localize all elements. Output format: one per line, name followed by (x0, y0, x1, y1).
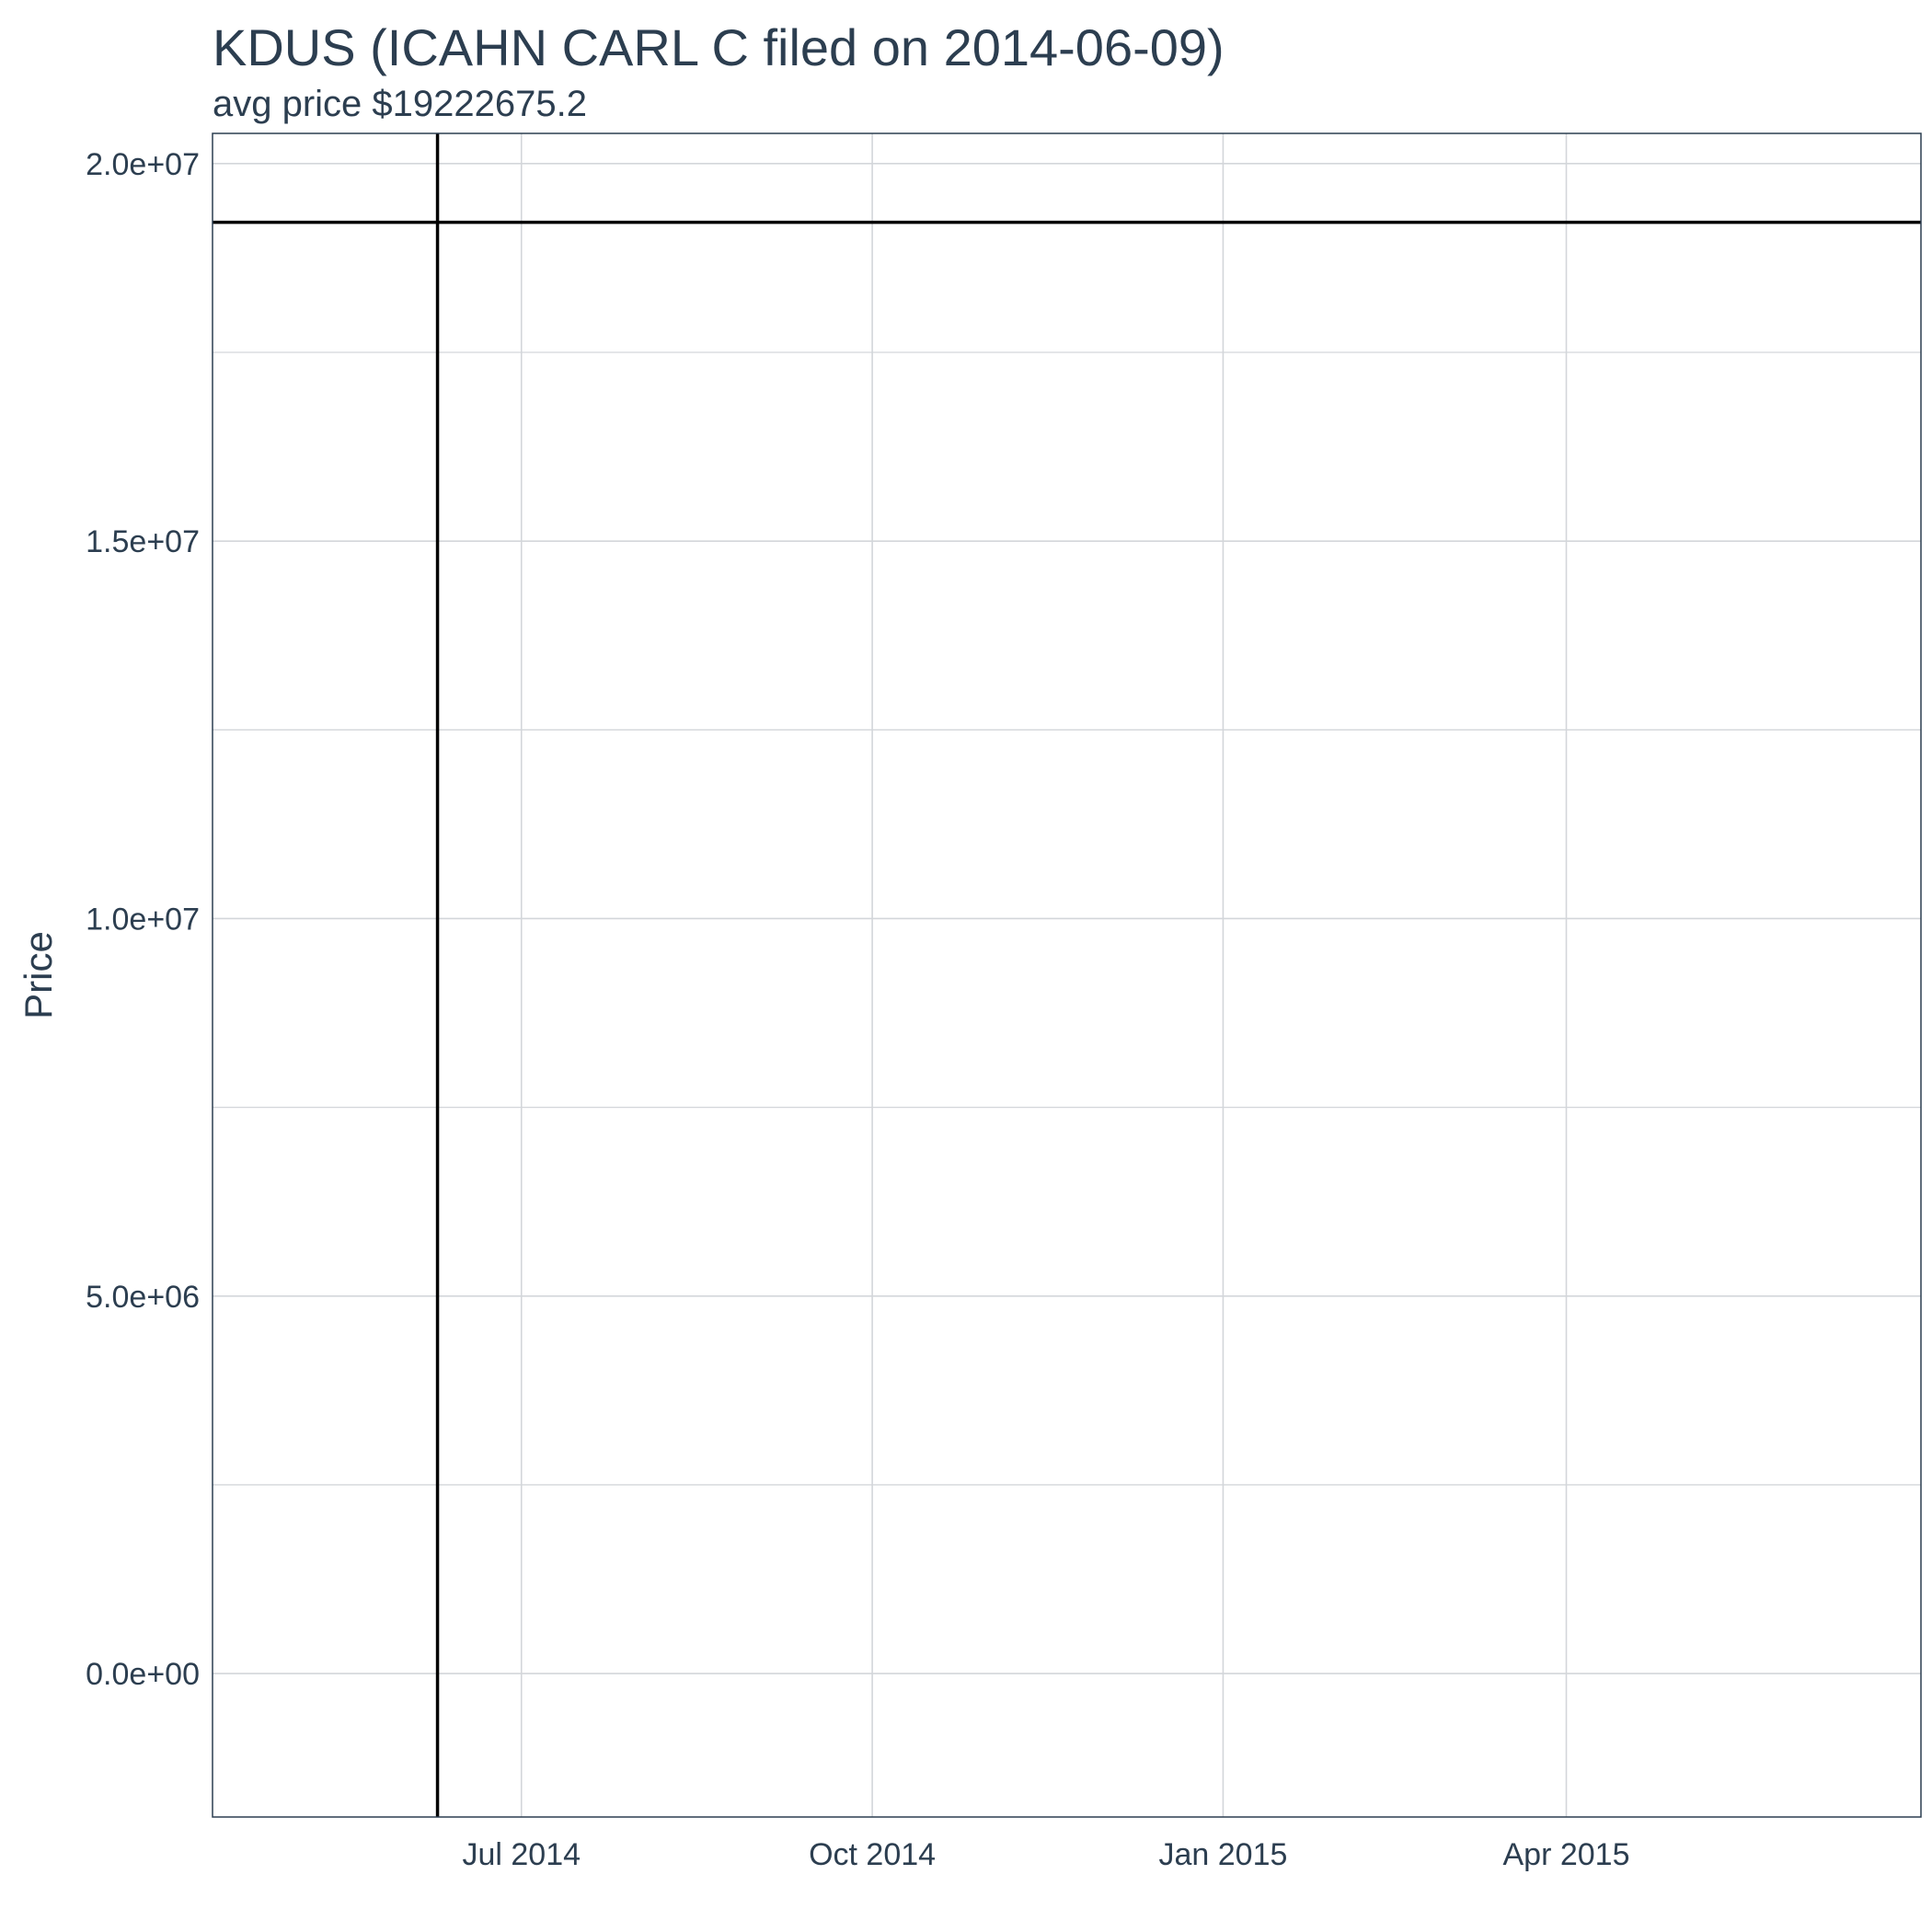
minor-gridlines (213, 351, 1921, 1486)
chart-subtitle: avg price $19222675.2 (213, 84, 587, 124)
y-tick-label: 0.0e+00 (86, 1657, 200, 1692)
x-tick-label: Jul 2014 (462, 1837, 581, 1872)
y-tick-label: 1.5e+07 (86, 524, 200, 559)
reference-lines (213, 133, 1921, 1817)
y-tick-label: 5.0e+06 (86, 1280, 200, 1315)
x-tick-label: Oct 2014 (809, 1837, 936, 1872)
panel-border (212, 132, 1922, 1818)
y-axis-title: Price (17, 931, 60, 1019)
y-tick-labels: 0.0e+00 5.0e+06 1.0e+07 1.5e+07 2.0e+07 (86, 147, 200, 1692)
y-tick-label: 1.0e+07 (86, 902, 200, 937)
chart-title: KDUS (ICAHN CARL C filed on 2014-06-09) (213, 18, 1225, 76)
y-tick-label: 2.0e+07 (86, 147, 200, 182)
x-tick-label: Apr 2015 (1503, 1837, 1630, 1872)
x-tick-labels: Jul 2014 Oct 2014 Jan 2015 Apr 2015 (462, 1837, 1629, 1872)
major-gridlines (213, 133, 1921, 1817)
x-tick-label: Jan 2015 (1158, 1837, 1287, 1872)
